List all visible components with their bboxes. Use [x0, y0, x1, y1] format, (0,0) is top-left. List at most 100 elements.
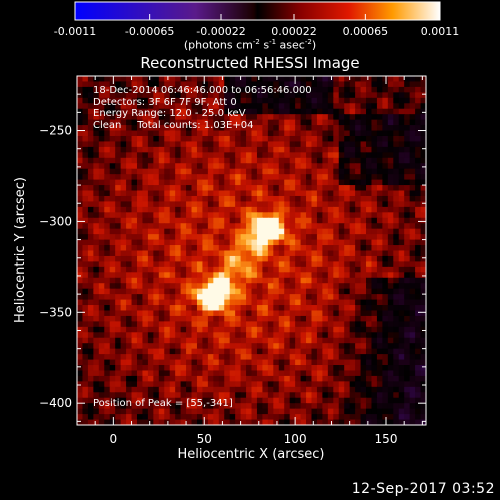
heatmap-cell [126, 299, 133, 306]
heatmap-cell [191, 397, 198, 404]
heatmap-cell [246, 332, 253, 339]
heatmap-cell [311, 86, 318, 93]
heatmap-cell [213, 299, 220, 306]
heatmap-cell [306, 370, 313, 377]
heatmap-cell [256, 272, 264, 279]
heatmap-cell [371, 370, 378, 377]
heatmap-cell [295, 370, 302, 377]
heatmap-cell [202, 234, 209, 241]
heatmap-cell [415, 201, 422, 208]
heatmap-cell [420, 386, 426, 393]
heatmap-cell [415, 163, 422, 170]
heatmap-cell [126, 337, 133, 344]
heatmap-cell [240, 408, 247, 415]
heatmap-cell [186, 386, 193, 393]
heatmap-cell [136, 326, 144, 333]
heatmap-cell [196, 108, 204, 115]
heatmap-cell [224, 76, 231, 83]
heatmap-cell [256, 255, 264, 263]
heatmap-cell [142, 305, 149, 312]
heatmap-cell [213, 266, 220, 273]
heatmap-cell [213, 179, 220, 186]
heatmap-cell [196, 261, 204, 268]
heatmap-cell [382, 381, 389, 388]
heatmap-cell [371, 103, 378, 110]
heatmap-cell [338, 114, 345, 121]
heatmap-cell [147, 375, 154, 382]
heatmap-cell [338, 343, 345, 350]
heatmap-cell [404, 414, 411, 421]
heatmap-cell [404, 157, 411, 164]
heatmap-cell [387, 419, 394, 425]
heatmap-cell [387, 223, 394, 230]
heatmap-cell [376, 114, 383, 121]
heatmap-cell [229, 190, 236, 197]
heatmap-cell [246, 146, 253, 153]
heatmap-cell [316, 343, 323, 350]
heatmap-cell [398, 326, 405, 333]
heatmap-cell [235, 245, 242, 252]
heatmap-cell [235, 414, 242, 421]
heatmap-cell [415, 190, 422, 197]
heatmap-cell [278, 310, 285, 317]
heatmap-cell [147, 76, 154, 83]
heatmap-cell [191, 370, 198, 377]
heatmap-cell [289, 195, 296, 203]
heatmap-cell [126, 179, 133, 186]
heatmap-cell [387, 146, 394, 153]
heatmap-cell [322, 332, 329, 339]
heatmap-cell [273, 81, 280, 88]
heatmap-cell [202, 386, 209, 393]
heatmap-cell [306, 201, 313, 208]
heatmap-cell [93, 206, 100, 213]
heatmap-cell [98, 414, 105, 421]
heatmap-cell [207, 414, 214, 421]
heatmap-cell [98, 354, 105, 361]
heatmap-cell [240, 332, 247, 339]
heatmap-cell [196, 130, 204, 137]
heatmap-cell [180, 81, 187, 88]
heatmap-cell [311, 190, 318, 197]
heatmap-cell [218, 419, 225, 425]
heatmap-cell [382, 92, 389, 99]
heatmap-cell [273, 315, 280, 322]
heatmap-cell [344, 234, 351, 241]
heatmap-cell [126, 354, 133, 361]
heatmap-cell [338, 234, 345, 241]
heatmap-cell [415, 125, 422, 132]
heatmap-cell [360, 272, 367, 279]
heatmap-cell [415, 130, 422, 137]
heatmap-cell [256, 135, 264, 143]
heatmap-cell [289, 228, 296, 235]
heatmap-cell [169, 250, 176, 257]
heatmap-cell [349, 163, 356, 170]
heatmap-cell [235, 206, 242, 213]
heatmap-cell [180, 206, 187, 213]
heatmap-cell [409, 408, 416, 415]
heatmap-cell [207, 190, 214, 197]
heatmap-cell [420, 365, 426, 372]
heatmap-cell [82, 305, 89, 312]
heatmap-cell [180, 386, 187, 393]
heatmap-cell [115, 337, 122, 344]
heatmap-cell [256, 195, 264, 203]
heatmap-cell [306, 403, 313, 410]
heatmap-cell [376, 370, 383, 377]
heatmap-cell [218, 299, 225, 306]
heatmap-cell [98, 332, 105, 339]
heatmap-cell [371, 234, 378, 241]
heatmap-cell [147, 414, 154, 421]
heatmap-cell [207, 403, 214, 410]
heatmap-cell [338, 163, 345, 170]
heatmap-cell [316, 348, 323, 355]
heatmap-cell [295, 174, 302, 181]
heatmap-cell [158, 97, 165, 104]
heatmap-cell [115, 315, 122, 322]
heatmap-cell [327, 185, 334, 192]
heatmap-cell [77, 359, 84, 366]
heatmap-cell [93, 228, 100, 235]
heatmap-cell [191, 392, 198, 399]
heatmap-cell [158, 81, 165, 88]
heatmap-cell [191, 359, 198, 366]
heatmap-cell [371, 261, 378, 268]
